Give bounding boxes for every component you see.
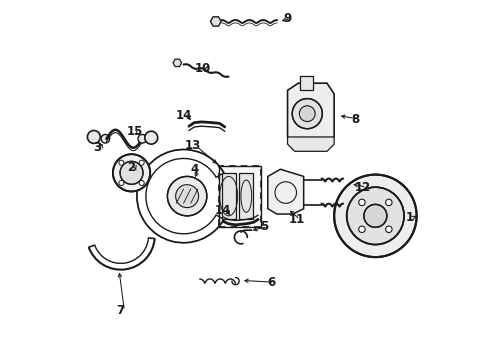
Text: 5: 5 [260,220,268,233]
Circle shape [358,226,365,233]
Text: 2: 2 [127,161,135,174]
Text: 1: 1 [405,211,413,224]
Text: 14: 14 [214,204,231,217]
Circle shape [101,134,109,143]
Text: 8: 8 [351,113,359,126]
Text: 10: 10 [195,62,211,75]
Polygon shape [287,83,333,144]
Circle shape [358,199,365,206]
Text: 6: 6 [267,276,275,289]
Polygon shape [287,137,333,151]
Text: 13: 13 [184,139,200,152]
Text: 4: 4 [190,163,198,176]
Circle shape [139,160,144,165]
Circle shape [119,180,123,185]
Text: 15: 15 [127,125,143,138]
Polygon shape [173,59,181,67]
Circle shape [119,160,123,165]
Bar [219,166,260,226]
Circle shape [299,106,314,122]
Circle shape [175,185,198,208]
Text: 9: 9 [283,12,291,25]
Polygon shape [222,173,235,220]
Circle shape [120,161,142,184]
Text: 14: 14 [175,109,191,122]
Circle shape [113,154,150,192]
Circle shape [346,187,403,244]
Circle shape [385,226,391,233]
Text: 11: 11 [288,213,304,226]
Text: 7: 7 [117,305,124,318]
Bar [219,166,260,226]
Polygon shape [239,173,253,220]
Circle shape [87,131,100,143]
Polygon shape [210,17,221,26]
Circle shape [139,180,144,185]
Circle shape [385,199,391,206]
Circle shape [144,131,158,144]
Circle shape [292,99,322,129]
Circle shape [167,176,206,216]
Polygon shape [267,169,303,214]
Text: 12: 12 [354,181,370,194]
Polygon shape [300,76,312,90]
Circle shape [138,134,146,143]
Text: 3: 3 [93,141,102,154]
Circle shape [333,175,416,257]
Circle shape [363,204,386,227]
